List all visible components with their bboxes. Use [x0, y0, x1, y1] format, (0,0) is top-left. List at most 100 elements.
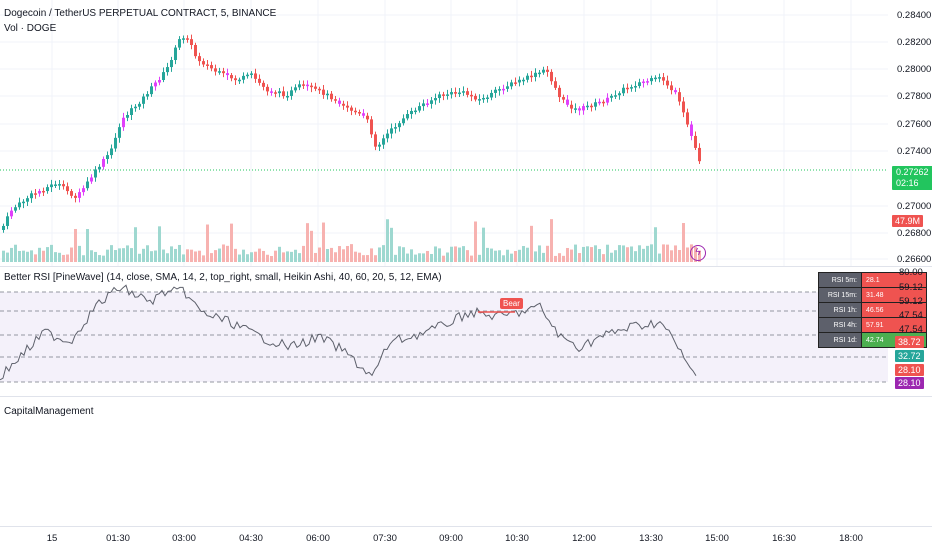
candle-body — [82, 188, 85, 193]
candle-body — [294, 87, 297, 91]
capital-legend[interactable]: CapitalManagement — [4, 406, 94, 417]
price-axis-label: 0.28200 — [897, 37, 932, 48]
candle-body — [530, 75, 533, 78]
candle-body — [654, 77, 657, 80]
volume-bar — [98, 255, 101, 262]
candle-body — [302, 84, 305, 86]
candle-body — [126, 115, 129, 118]
candle-body — [10, 210, 13, 217]
candle-body — [122, 117, 125, 128]
candle-body — [562, 97, 565, 100]
pane-separator[interactable] — [0, 396, 932, 397]
volume-bar — [622, 245, 625, 262]
rsi-key: RSI 1h: — [818, 302, 862, 318]
candle-body — [54, 184, 57, 186]
volume-bar — [482, 227, 485, 262]
candle-body — [474, 95, 477, 100]
candle-body — [26, 198, 29, 202]
candle-body — [482, 97, 485, 100]
candle-body — [2, 225, 5, 230]
candle-body — [74, 195, 77, 198]
candle-body — [350, 107, 353, 111]
volume-bar — [14, 244, 17, 262]
volume-bar — [490, 248, 493, 262]
candle-body — [358, 112, 361, 114]
volume-bar — [518, 249, 521, 262]
volume-bar — [458, 247, 461, 262]
volume-bar — [566, 247, 569, 262]
volume-bar — [390, 227, 393, 262]
rsi-legend[interactable]: Better RSI [PineWave] (14, close, SMA, 1… — [4, 272, 442, 283]
volume-bar — [114, 250, 117, 262]
candle-body — [462, 91, 465, 93]
table-row: RSI 1h: 46.56 — [818, 302, 927, 318]
candle-body — [206, 64, 209, 66]
volume-bar — [126, 245, 129, 262]
candle-body — [334, 99, 337, 101]
candle-body — [30, 193, 33, 199]
volume-bar — [18, 250, 21, 262]
candle-body — [566, 99, 569, 105]
volume-bar — [274, 250, 277, 262]
volume-bar — [194, 251, 197, 262]
candle-body — [130, 108, 133, 116]
volume-bar — [278, 246, 281, 262]
candle-body — [614, 95, 617, 97]
candle-body — [558, 87, 561, 98]
volume-bar — [426, 250, 429, 262]
volume-bar — [542, 252, 545, 262]
candle-body — [518, 79, 521, 83]
volume-bar — [310, 230, 313, 262]
candle-body — [546, 69, 549, 72]
volume-bar — [474, 221, 477, 262]
price-pane[interactable] — [0, 0, 888, 266]
candle-body — [270, 91, 273, 93]
volume-bar — [558, 253, 561, 262]
volume-bar — [522, 246, 525, 262]
candle-body — [222, 71, 225, 74]
volume-bar — [258, 248, 261, 262]
time-axis-label: 15 — [46, 533, 58, 544]
table-row: RSI 4h: 57.91 — [818, 317, 927, 333]
volume-bar — [526, 247, 529, 262]
candle-body — [18, 202, 21, 208]
candle-body — [470, 94, 473, 97]
price-chart[interactable] — [0, 0, 888, 266]
volume-bar — [646, 245, 649, 262]
candle-body — [478, 99, 481, 101]
symbol-legend[interactable]: Dogecoin / TetherUS PERPETUAL CONTRACT, … — [4, 8, 277, 19]
volume-bar — [606, 244, 609, 262]
volume-bar — [398, 246, 401, 262]
pane-separator[interactable] — [0, 266, 932, 267]
rsi-pane[interactable] — [0, 267, 888, 395]
volume-bar — [282, 252, 285, 262]
volume-bar — [434, 246, 437, 262]
rsi-value: 28.1 — [861, 272, 927, 288]
candle-body — [378, 144, 381, 147]
volume-legend[interactable]: Vol · DOGE — [4, 23, 57, 34]
volume-bar — [382, 245, 385, 262]
rsi-axis-label: 47.54 — [899, 310, 923, 321]
replay-icon[interactable]: ϟ — [690, 245, 706, 261]
volume-bar — [362, 255, 365, 262]
volume-bar — [358, 252, 361, 262]
volume-bar — [54, 252, 57, 262]
candle-body — [290, 90, 293, 96]
rsi-chart[interactable] — [0, 267, 888, 395]
volume-bar — [630, 246, 633, 262]
volume-bar — [614, 250, 617, 262]
volume-bar — [58, 252, 61, 262]
candle-body — [306, 84, 309, 87]
rsi-key: RSI 1d: — [818, 332, 862, 348]
volume-bar — [250, 252, 253, 262]
candle-body — [98, 166, 101, 170]
candle-body — [6, 216, 9, 226]
rsi-axis-label: 47.54 — [899, 324, 923, 335]
candle-body — [342, 103, 345, 106]
candle-body — [114, 137, 117, 149]
candle-body — [198, 56, 201, 62]
volume-bar — [686, 247, 689, 262]
candle-body — [458, 92, 461, 95]
candle-body — [466, 91, 469, 95]
volume-bar — [146, 245, 149, 262]
